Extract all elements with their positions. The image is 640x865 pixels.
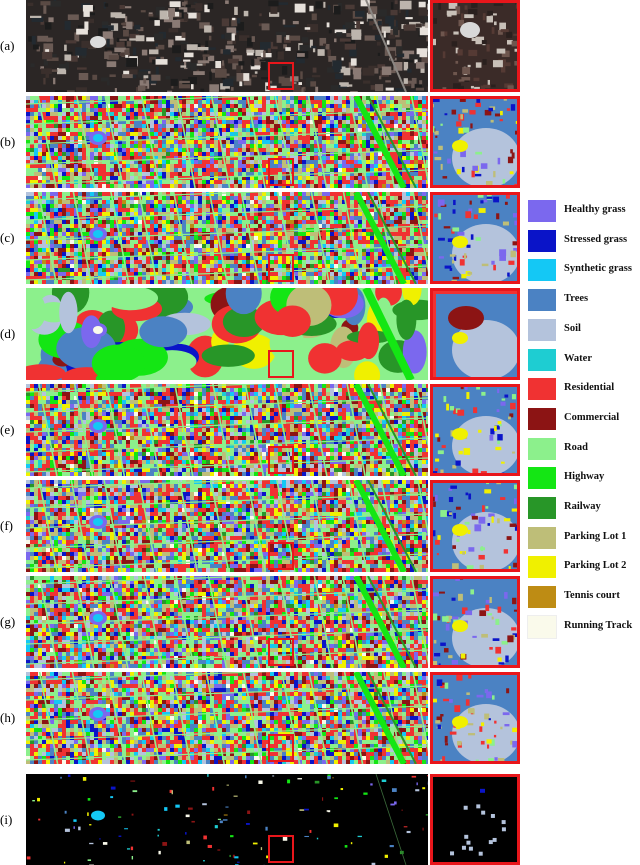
zoomed-region [430,96,520,188]
legend-item: Water [528,348,640,371]
roi-box [268,446,294,474]
roi-box [268,835,294,863]
legend-item: Road [528,437,640,460]
zoomed-region [430,672,520,764]
legend-label: Residential [564,382,615,394]
legend-item: Synthetic grass [528,259,640,282]
legend-label: Railway [564,501,601,512]
figure-row: (i) [0,774,640,865]
legend-swatch [528,526,556,549]
figure-row: (e) [0,384,640,476]
classification-map [26,480,428,572]
roi-box [268,158,294,186]
legend-item: Trees [528,289,640,312]
row-label: (c) [0,230,15,245]
legend-swatch [528,229,556,252]
roi-box [268,350,294,378]
classification-map [26,0,428,92]
classification-map [26,192,428,284]
zoomed-region [430,576,520,668]
row-label: (h) [0,710,16,725]
row-label: (b) [0,134,16,149]
row-label: (e) [0,422,15,437]
legend-swatch [528,318,556,341]
legend-label: Healthy grass [564,204,626,215]
row-label: (i) [0,811,13,827]
row-label: (g) [0,614,16,629]
legend-item: Parking Lot 2 [528,556,640,579]
roi-box [268,62,294,90]
legend-item: Stressed grass [528,229,640,252]
legend-label: Stressed grass [564,233,628,245]
figure-row: (b) [0,96,640,188]
legend-swatch [528,259,556,282]
legend-label: Soil [564,322,581,334]
row-label: (d) [0,326,16,341]
zoomed-region [430,288,520,380]
classification-map [26,384,428,476]
legend-item: Running Track [527,614,640,639]
zoomed-region [430,480,520,572]
legend-swatch [528,437,556,460]
row-label: (f) [0,518,13,533]
roi-box [268,734,294,762]
legend-item: Parking Lot 1 [528,526,640,549]
legend-swatch [528,407,556,430]
legend-item: Railway [528,497,640,519]
legend-label: Road [564,441,588,453]
legend-swatch [528,497,556,519]
legend-swatch [528,467,556,490]
row-label: (a) [0,38,15,53]
legend-item: Highway [528,467,640,490]
classification-map [26,576,428,668]
figure-row: (c) [0,192,640,284]
zoomed-region [430,192,520,284]
figure-row: (f) [0,480,640,572]
legend-item: Soil [528,318,640,341]
classification-map [26,96,428,188]
legend-swatch [528,200,556,222]
classification-map [26,672,428,764]
figure-row: (a) [0,0,640,92]
classification-map [26,288,428,380]
legend-label: Commercial [564,411,620,423]
legend-item: Commercial [528,407,640,430]
legend-item: Healthy grass [528,200,640,222]
figure-row: (d) [0,288,640,380]
legend-swatch [528,586,556,609]
zoomed-region [430,384,520,476]
zoomed-region [430,774,520,865]
legend-label: Tennis court [564,590,620,602]
roi-box [268,638,294,666]
legend-label: Highway [564,471,605,483]
roi-box [268,542,294,570]
legend-swatch [528,289,556,312]
legend-item: Residential [528,378,640,401]
legend-label: Parking Lot 1 [564,530,627,542]
roi-box [268,254,294,282]
legend-swatch [528,556,556,579]
figure-row: (h) [0,672,640,764]
legend-swatch [527,614,557,639]
zoomed-region [430,0,520,92]
classification-map [26,774,428,865]
legend-item: Tennis court [528,586,640,609]
figure-row: (g) [0,576,640,668]
legend-swatch [528,348,556,371]
legend-label: Water [564,352,592,364]
legend-swatch [528,378,556,401]
legend-label: Synthetic grass [564,263,632,275]
legend-label: Parking Lot 2 [564,560,627,572]
legend-label: Trees [564,293,589,305]
legend-label: Running Track [564,619,633,631]
